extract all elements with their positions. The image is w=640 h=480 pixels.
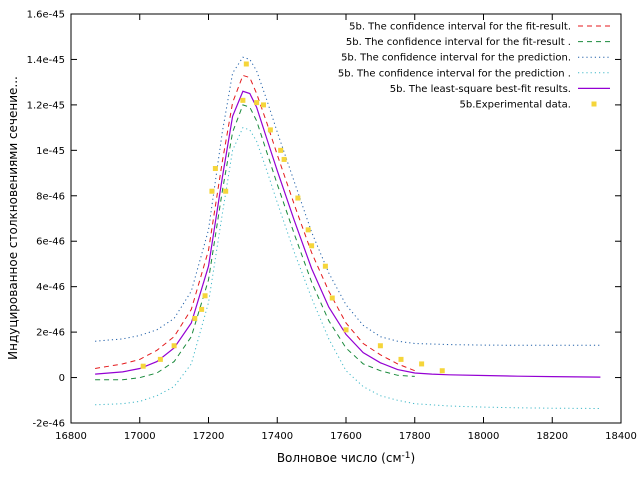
data-point xyxy=(329,295,335,301)
data-point xyxy=(212,166,218,172)
series-line-2 xyxy=(95,104,415,381)
data-point xyxy=(398,356,404,362)
legend: 5b. The confidence interval for the fit-… xyxy=(338,22,610,111)
x-tick-label: 18200 xyxy=(536,431,568,442)
data-point xyxy=(419,361,425,367)
y-axis-title: Индуцированное столкновениями сечение... xyxy=(6,76,20,360)
y-tick-label: -2e-46 xyxy=(33,419,65,430)
legend-label: 5b. The confidence interval for the pred… xyxy=(341,53,571,64)
y-tick-label: 1.4e-45 xyxy=(27,55,65,66)
legend-label: 5b.Experimental data. xyxy=(460,100,571,111)
data-point xyxy=(171,343,177,349)
data-point xyxy=(261,102,266,108)
data-point xyxy=(305,227,311,233)
series-layer xyxy=(95,56,601,409)
data-point xyxy=(192,315,198,321)
series-line-1 xyxy=(95,74,415,372)
y-tick-label: 1.2e-45 xyxy=(27,100,65,111)
data-point xyxy=(223,188,229,194)
y-tick-label: 2e-46 xyxy=(36,328,65,339)
experimental-points xyxy=(140,61,445,374)
data-point xyxy=(309,243,315,249)
x-tick-label: 17400 xyxy=(261,431,293,442)
data-point xyxy=(157,356,163,362)
data-point xyxy=(278,147,284,153)
x-axis: 16800 17000 17200 17400 17600 17800 18000 18200… xyxy=(55,14,637,442)
x-tick-label: 16800 xyxy=(55,431,87,442)
data-point xyxy=(295,195,301,201)
y-tick-label: 6e-46 xyxy=(36,237,65,248)
data-point xyxy=(199,306,205,312)
x-tick-label: 18400 xyxy=(605,431,637,442)
data-point xyxy=(209,188,215,194)
data-point xyxy=(202,293,208,299)
x-tick-label: 17200 xyxy=(193,431,225,442)
legend-label: 5b. The confidence interval for the pred… xyxy=(338,68,571,79)
data-point xyxy=(254,100,260,106)
y-axis: -2e-46 0 2e-46 4e-46 6e-46 8e-46 1e-45 1.2e-45 1… xyxy=(27,10,621,430)
plot-area xyxy=(70,13,622,424)
data-point xyxy=(140,363,146,369)
x-tick-label: 18000 xyxy=(468,431,500,442)
data-point xyxy=(377,343,383,349)
y-tick-label: 1.6e-45 xyxy=(27,10,65,21)
data-point xyxy=(267,127,273,133)
series-line-5 xyxy=(95,90,601,378)
legend-label: 5b. The confidence interval for the fit-… xyxy=(349,22,571,33)
x-axis-title: Волновое число (см-1) xyxy=(277,451,415,465)
y-tick-label: 0 xyxy=(59,373,65,384)
data-point xyxy=(281,156,287,162)
y-tick-label: 8e-46 xyxy=(36,191,65,202)
y-tick-label: 4e-46 xyxy=(36,282,65,293)
data-point xyxy=(240,97,246,103)
data-point xyxy=(343,327,349,333)
x-tick-label: 17600 xyxy=(330,431,362,442)
legend-swatch xyxy=(591,101,597,107)
data-point xyxy=(243,61,249,67)
x-tick-label: 17000 xyxy=(124,431,156,442)
data-point xyxy=(322,263,328,269)
legend-label: 5b. The confidence interval for the fit-… xyxy=(346,37,571,48)
x-tick-label: 17800 xyxy=(399,431,431,442)
data-point xyxy=(439,368,445,374)
legend-label: 5b. The least-square best-fit results. xyxy=(390,84,571,95)
y-tick-label: 1e-45 xyxy=(36,146,65,157)
